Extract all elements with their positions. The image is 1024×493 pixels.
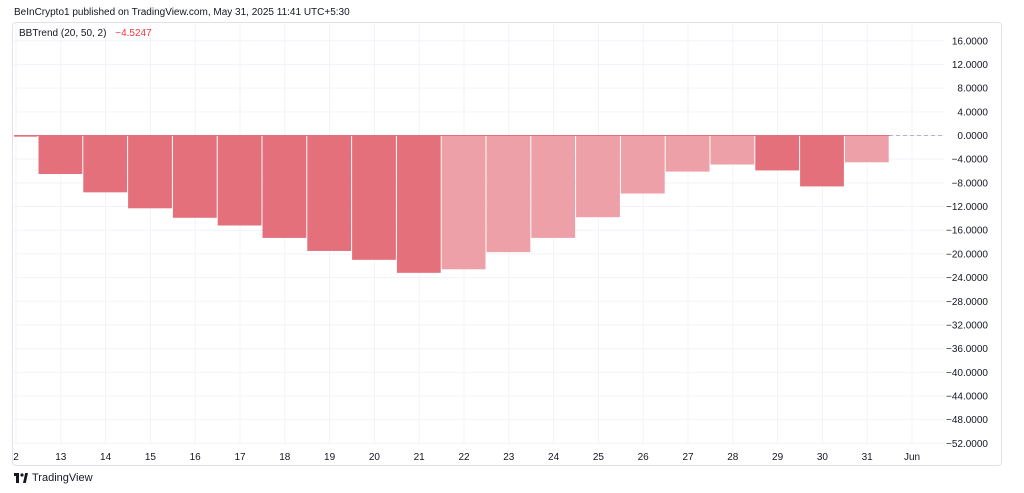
y-tick-label: −32.0000	[946, 320, 988, 331]
y-tick-label: 16.0000	[952, 36, 989, 47]
y-tick-label: −16.0000	[946, 226, 988, 237]
tradingview-logo-icon	[14, 473, 28, 483]
histogram-bar	[83, 135, 128, 193]
published-by-text: BeInCrypto1 published on TradingView.com…	[14, 7, 350, 18]
indicator-legend[interactable]: BBTrend (20, 50, 2) −4.5247	[19, 28, 152, 39]
histogram-bar	[486, 135, 531, 253]
x-tick-label: 13	[55, 452, 67, 463]
histogram-bar	[14, 135, 38, 137]
y-tick-label: 4.0000	[957, 107, 988, 118]
histogram-bar	[710, 135, 755, 165]
histogram-bars	[14, 135, 889, 273]
histogram-bar	[172, 135, 217, 218]
x-tick-label: 23	[503, 452, 515, 463]
x-tick-label: 14	[100, 452, 112, 463]
x-tick-label: 27	[682, 452, 694, 463]
x-axis: 2 13 14 15 16 17 18 19 20 21 22 23 24 25 26 27 28 29 30 31 J…	[13, 452, 920, 463]
y-tick-label: −12.0000	[946, 202, 988, 213]
x-tick-label: 18	[279, 452, 291, 463]
y-tick-label: −44.0000	[946, 391, 988, 402]
y-tick-label: −28.0000	[946, 297, 988, 308]
x-tick-label: 17	[234, 452, 246, 463]
tradingview-brand[interactable]: TradingView	[14, 472, 93, 484]
x-tick-label: 15	[145, 452, 157, 463]
x-tick-label: 29	[772, 452, 784, 463]
histogram-bar	[441, 135, 486, 270]
histogram-bar	[352, 135, 396, 260]
y-tick-label: 0.0000	[957, 131, 988, 142]
histogram-bar	[755, 135, 800, 171]
y-tick-label: −4.0000	[952, 155, 989, 166]
indicator-value: −4.5247	[115, 28, 152, 39]
x-tick-label: 19	[324, 452, 336, 463]
indicator-name: BBTrend (20, 50, 2)	[19, 28, 107, 39]
histogram-bar	[844, 135, 889, 163]
brand-label: TradingView	[32, 472, 93, 484]
y-tick-label: 8.0000	[957, 84, 988, 95]
y-tick-label: −20.0000	[946, 249, 988, 260]
histogram-bar	[217, 135, 262, 226]
histogram-bar	[531, 135, 576, 238]
x-tick-label: 30	[817, 452, 829, 463]
histogram-bar	[262, 135, 307, 238]
y-tick-label: −8.0000	[952, 178, 989, 189]
histogram-bar	[576, 135, 620, 218]
x-tick-label: 16	[190, 452, 202, 463]
x-tick-label: 22	[458, 452, 470, 463]
histogram-bar	[128, 135, 172, 209]
histogram-bar	[620, 135, 665, 194]
y-tick-label: −36.0000	[946, 344, 988, 355]
y-axis: 16.0000 12.0000 8.0000 4.0000 0.0000 −4.0000 −…	[946, 36, 988, 450]
x-tick-label: 31	[862, 452, 874, 463]
x-tick-label: 26	[638, 452, 650, 463]
y-tick-label: −24.0000	[946, 273, 988, 284]
chart-frame	[12, 22, 1002, 466]
histogram-bar	[800, 135, 844, 187]
x-tick-label: 20	[369, 452, 381, 463]
x-tick-label: 2	[13, 452, 19, 463]
histogram-bar	[307, 135, 352, 251]
x-tick-label: 25	[593, 452, 605, 463]
histogram-bar	[396, 135, 441, 273]
x-tick-label: 24	[548, 452, 560, 463]
histogram-bar	[38, 135, 83, 174]
histogram-bar	[665, 135, 710, 172]
y-tick-label: −40.0000	[946, 368, 988, 379]
x-tick-label: Jun	[904, 452, 920, 463]
y-tick-label: 12.0000	[952, 60, 989, 71]
x-tick-label: 21	[414, 452, 426, 463]
y-tick-label: −48.0000	[946, 415, 988, 426]
y-tick-label: −52.0000	[946, 439, 988, 450]
x-tick-label: 28	[727, 452, 739, 463]
